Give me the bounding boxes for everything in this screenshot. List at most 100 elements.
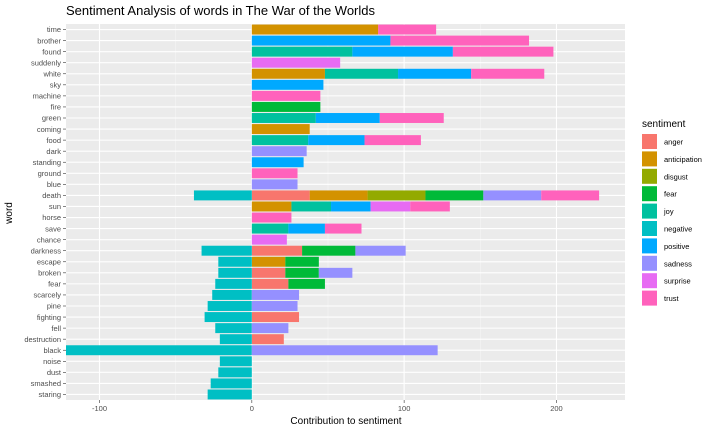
y-tick-label: white (42, 69, 61, 78)
bar-black-sadness (251, 345, 438, 356)
bar-white-anticipation (251, 68, 325, 79)
bar-sun-joy (291, 201, 332, 212)
bar-fire-fear (251, 101, 321, 112)
bar-food-trust (364, 135, 421, 146)
bar-death-anger (251, 190, 310, 201)
bar-found-joy (251, 46, 353, 57)
bar-green-trust (379, 113, 444, 123)
y-tick-label: sky (50, 81, 62, 90)
y-tick-label: staring (38, 390, 61, 399)
bar-dust-negative (218, 367, 252, 378)
legend-label-joy: joy (663, 207, 674, 216)
bar-brother-positive (251, 35, 391, 46)
bar-broken-sadness (318, 267, 353, 278)
bar-sun-surprise (370, 201, 411, 212)
legend-label-anticipation: anticipation (664, 155, 702, 164)
legend-swatch-positive (642, 238, 657, 254)
legend-label-surprise: surprise (664, 277, 691, 286)
y-axis-ticks: time brother found suddenly white sky machine f… (24, 25, 66, 399)
bar-dark-sadness (251, 146, 307, 157)
y-tick-label: save (45, 224, 61, 233)
legend-label-disgust: disgust (664, 172, 689, 181)
y-tick-label: noise (43, 357, 61, 366)
bar-save-joy (251, 223, 289, 234)
bar-scarcely-negative (212, 289, 252, 300)
bar-sun-anticipation (251, 201, 292, 212)
bar-sun-positive (331, 201, 371, 212)
bar-pine-sadness (251, 301, 298, 311)
bar-horse-trust (251, 212, 292, 223)
bar-death-sadness (483, 190, 542, 201)
legend-swatch-fear (642, 186, 657, 202)
y-tick-label: darkness (31, 246, 62, 255)
legend-label-anger: anger (664, 138, 684, 147)
legend-swatch-trust (642, 290, 657, 306)
legend: sentiment anger anticipation disgust fear jo… (642, 119, 702, 306)
bar-death-negative (193, 190, 252, 201)
y-tick-label: scarcely (33, 291, 61, 300)
bar-death-anticipation (309, 190, 368, 201)
bar-broken-negative (218, 267, 252, 278)
bar-time-trust (378, 24, 437, 35)
legend-swatch-joy (642, 203, 657, 219)
bar-staring-negative (207, 389, 252, 400)
bar-death-trust (541, 190, 600, 201)
chart-title: Sentiment Analysis of words in The War o… (66, 3, 376, 18)
legend-swatch-sadness (642, 255, 657, 271)
y-tick-label: found (42, 47, 61, 56)
y-tick-label: fighting (37, 313, 61, 322)
bar-broken-anger (251, 267, 286, 278)
y-tick-label: dark (46, 147, 61, 156)
bar-fear-negative (215, 278, 252, 289)
bar-death-fear (425, 190, 484, 201)
y-tick-label: coming (37, 125, 61, 134)
y-tick-label: escape (37, 257, 61, 266)
y-tick-label: pine (47, 302, 61, 311)
y-tick-label: fear (48, 280, 61, 289)
bar-fighting-negative (204, 312, 252, 323)
y-tick-label: machine (33, 92, 61, 101)
legend-swatch-anger (642, 134, 657, 149)
y-tick-label: fell (51, 324, 61, 333)
bar-broken-fear (285, 267, 319, 278)
bar-green-positive (315, 113, 380, 123)
y-tick-label: sun (49, 202, 61, 211)
x-tick-label: 200 (550, 404, 563, 413)
legend-swatch-disgust (642, 168, 657, 184)
legend-swatch-surprise (642, 273, 657, 289)
y-tick-label: ground (38, 169, 61, 178)
bar-darkness-anger (251, 245, 303, 256)
bar-darkness-sadness (355, 245, 406, 256)
bar-sky-positive (251, 79, 324, 90)
y-tick-label: green (42, 114, 61, 123)
bar-food-positive (308, 135, 365, 146)
bar-found-positive (352, 46, 453, 57)
bar-food-joy (251, 135, 309, 146)
panel-background (66, 24, 625, 400)
plot-panel (66, 24, 625, 400)
x-tick-label: -100 (92, 404, 107, 413)
bar-standing-positive (251, 157, 304, 168)
bar-found-trust (452, 46, 554, 57)
bar-black-negative (66, 345, 252, 356)
legend-label-positive: positive (664, 242, 689, 251)
legend-label-sadness: sadness (664, 259, 692, 268)
y-tick-label: dust (47, 368, 62, 377)
bar-smashed-negative (210, 378, 252, 389)
y-tick-label: suddenly (31, 58, 61, 67)
y-axis-title: word (4, 202, 15, 225)
legend-label-trust: trust (664, 294, 680, 303)
bar-save-positive (288, 223, 325, 234)
x-axis-ticks: -100 0 100 200 (92, 400, 563, 413)
y-tick-label: blue (47, 180, 61, 189)
legend-label-fear: fear (664, 190, 677, 199)
y-tick-label: fire (51, 103, 61, 112)
bar-white-trust (471, 68, 545, 79)
bar-green-joy (251, 113, 316, 123)
y-tick-label: brother (37, 36, 61, 45)
y-tick-label: horse (42, 213, 61, 222)
bar-save-trust (324, 223, 362, 234)
y-tick-label: black (43, 346, 61, 355)
